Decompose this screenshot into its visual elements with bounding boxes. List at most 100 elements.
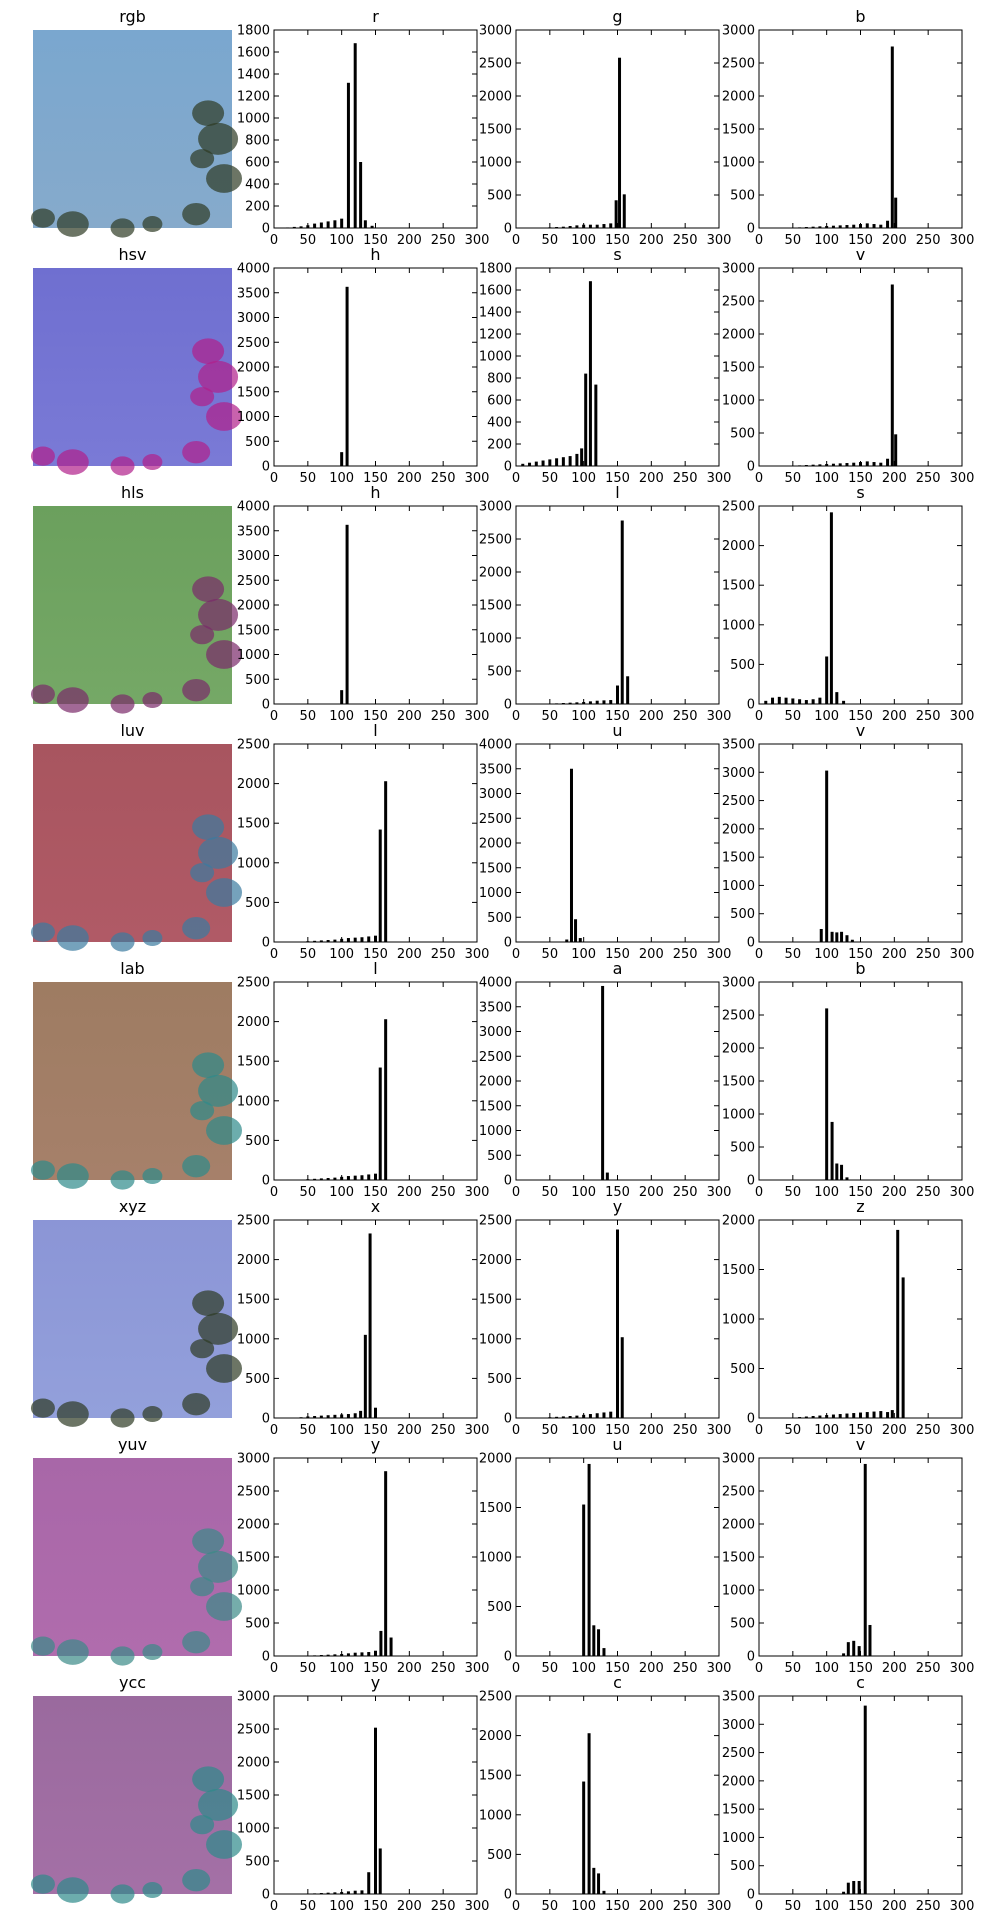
histogram-bar: [367, 1872, 371, 1894]
panel-5-2: y 0 50 100 150 200 250 300 0 500 1000 1500 2000 2500: [479, 1197, 732, 1438]
x-tick-label: 0: [755, 1185, 763, 1200]
axes-frame: [515, 29, 720, 229]
y-tick-label: 1000: [722, 1584, 755, 1599]
y-tick-label: 1000: [237, 112, 270, 127]
panel-title: xyz: [119, 1197, 146, 1216]
y-tick-label: 2500: [479, 533, 512, 548]
x-tick-label: 50: [542, 1899, 559, 1914]
panel-0-2: g0 50 100 150 200 250 300050010001500200025003…: [479, 7, 732, 248]
foliage-blob: [30, 208, 55, 228]
x-tick-label: 50: [542, 709, 559, 724]
colorspace-image: [33, 982, 232, 1180]
histogram-bar: [838, 463, 842, 466]
y-tick-label: 2000: [479, 566, 512, 581]
y-tick-label: 2500: [237, 336, 270, 351]
foliage-blob: [190, 863, 215, 883]
histogram-bar: [534, 461, 538, 466]
y-tick-label: 2000: [479, 1452, 512, 1467]
x-tick-label: 50: [542, 1423, 559, 1438]
foliage-blob: [30, 1636, 55, 1656]
histogram-bar: [588, 224, 592, 228]
y-tick-label: 1500: [722, 1263, 755, 1278]
y-tick-label: 3500: [722, 1690, 755, 1705]
y-tick-label: 1200: [237, 90, 270, 105]
axes-frame: [758, 1219, 963, 1419]
foliage-blob: [198, 1550, 239, 1583]
histogram-bar: [609, 1411, 613, 1418]
x-tick-label: 300: [950, 1185, 975, 1200]
x-tick-label: 50: [785, 1661, 802, 1676]
histogram-bar: [819, 928, 823, 942]
panel-title: u: [612, 1435, 622, 1454]
histogram-bar: [292, 226, 296, 228]
x-tick-label: 150: [605, 1423, 630, 1438]
y-tick-label: 2500: [722, 1485, 755, 1500]
x-tick-label: 100: [329, 1899, 354, 1914]
y-tick-label: 2000: [722, 822, 755, 837]
panel-1-1: h0 50 100 150 200 250 300050010001500200025003…: [237, 245, 490, 486]
axes-frame: [273, 1219, 478, 1419]
histogram-bar: [764, 700, 768, 704]
x-tick-label: 250: [673, 1185, 698, 1200]
y-tick-label: 200: [487, 438, 512, 453]
x-tick-label: 300: [707, 233, 732, 248]
x-tick-label: 300: [465, 1185, 490, 1200]
histogram-bar: [333, 220, 337, 228]
histogram-bar: [831, 225, 835, 228]
x-tick-label: 250: [431, 471, 456, 486]
x-tick-label: 300: [465, 1661, 490, 1676]
y-tick-label: 3500: [237, 286, 270, 301]
histogram-bar: [601, 985, 605, 1180]
x-tick-label: 200: [639, 1185, 664, 1200]
panel-title: lab: [120, 959, 144, 978]
y-tick-label: 1500: [237, 1293, 270, 1308]
y-tick-label: 2000: [237, 777, 270, 792]
y-tick-label: 500: [730, 427, 755, 442]
x-tick-label: 250: [431, 947, 456, 962]
foliage-blob: [206, 1830, 243, 1859]
panel-0-3: b0 50 100 150 200 250 300050010001500200025003…: [722, 7, 975, 248]
panel-7-0: ycc: [30, 1673, 243, 1904]
y-tick-label: 1500: [479, 1769, 512, 1784]
x-tick-label: 200: [882, 947, 907, 962]
foliage-blob: [192, 576, 225, 602]
x-tick-label: 50: [785, 1185, 802, 1200]
histogram-bar: [568, 456, 572, 466]
y-tick-label: 4000: [237, 500, 270, 515]
histogram-bar: [561, 457, 565, 466]
y-tick-label: 2500: [479, 1050, 512, 1065]
x-tick-label: 200: [397, 947, 422, 962]
foliage-blob: [206, 640, 243, 669]
x-tick-label: 200: [397, 1899, 422, 1914]
foliage-blob: [190, 1339, 215, 1359]
y-tick-label: 1500: [237, 385, 270, 400]
histogram-bar: [838, 225, 842, 228]
x-tick-label: 300: [707, 947, 732, 962]
histogram-bar: [575, 702, 579, 704]
x-tick-label: 300: [950, 1661, 975, 1676]
foliage-blob: [110, 932, 135, 952]
colorspace-image: [33, 744, 232, 942]
histogram-bar: [360, 1890, 364, 1894]
histogram-bar: [592, 1625, 596, 1656]
x-tick-label: 0: [270, 233, 278, 248]
x-tick-label: 150: [848, 1661, 873, 1676]
histogram-bar: [389, 1637, 393, 1656]
foliage-blob: [142, 930, 163, 947]
x-tick-label: 100: [814, 709, 839, 724]
foliage-blob: [190, 1101, 215, 1121]
panel-6-0: yuv: [30, 1435, 243, 1666]
y-tick-label: 1800: [479, 262, 512, 277]
x-tick-label: 150: [848, 947, 873, 962]
x-tick-label: 150: [848, 1423, 873, 1438]
y-tick-label: 1500: [722, 1803, 755, 1818]
histogram-bar: [597, 1873, 601, 1894]
y-tick-label: 2000: [237, 1518, 270, 1533]
y-tick-label: 1000: [479, 1551, 512, 1566]
panel-title: a: [613, 959, 623, 978]
histogram-bar: [838, 1414, 842, 1418]
y-tick-label: 500: [730, 1859, 755, 1874]
y-tick-label: 1000: [722, 618, 755, 633]
histogram-bar: [840, 931, 844, 942]
foliage-blob: [142, 454, 163, 471]
